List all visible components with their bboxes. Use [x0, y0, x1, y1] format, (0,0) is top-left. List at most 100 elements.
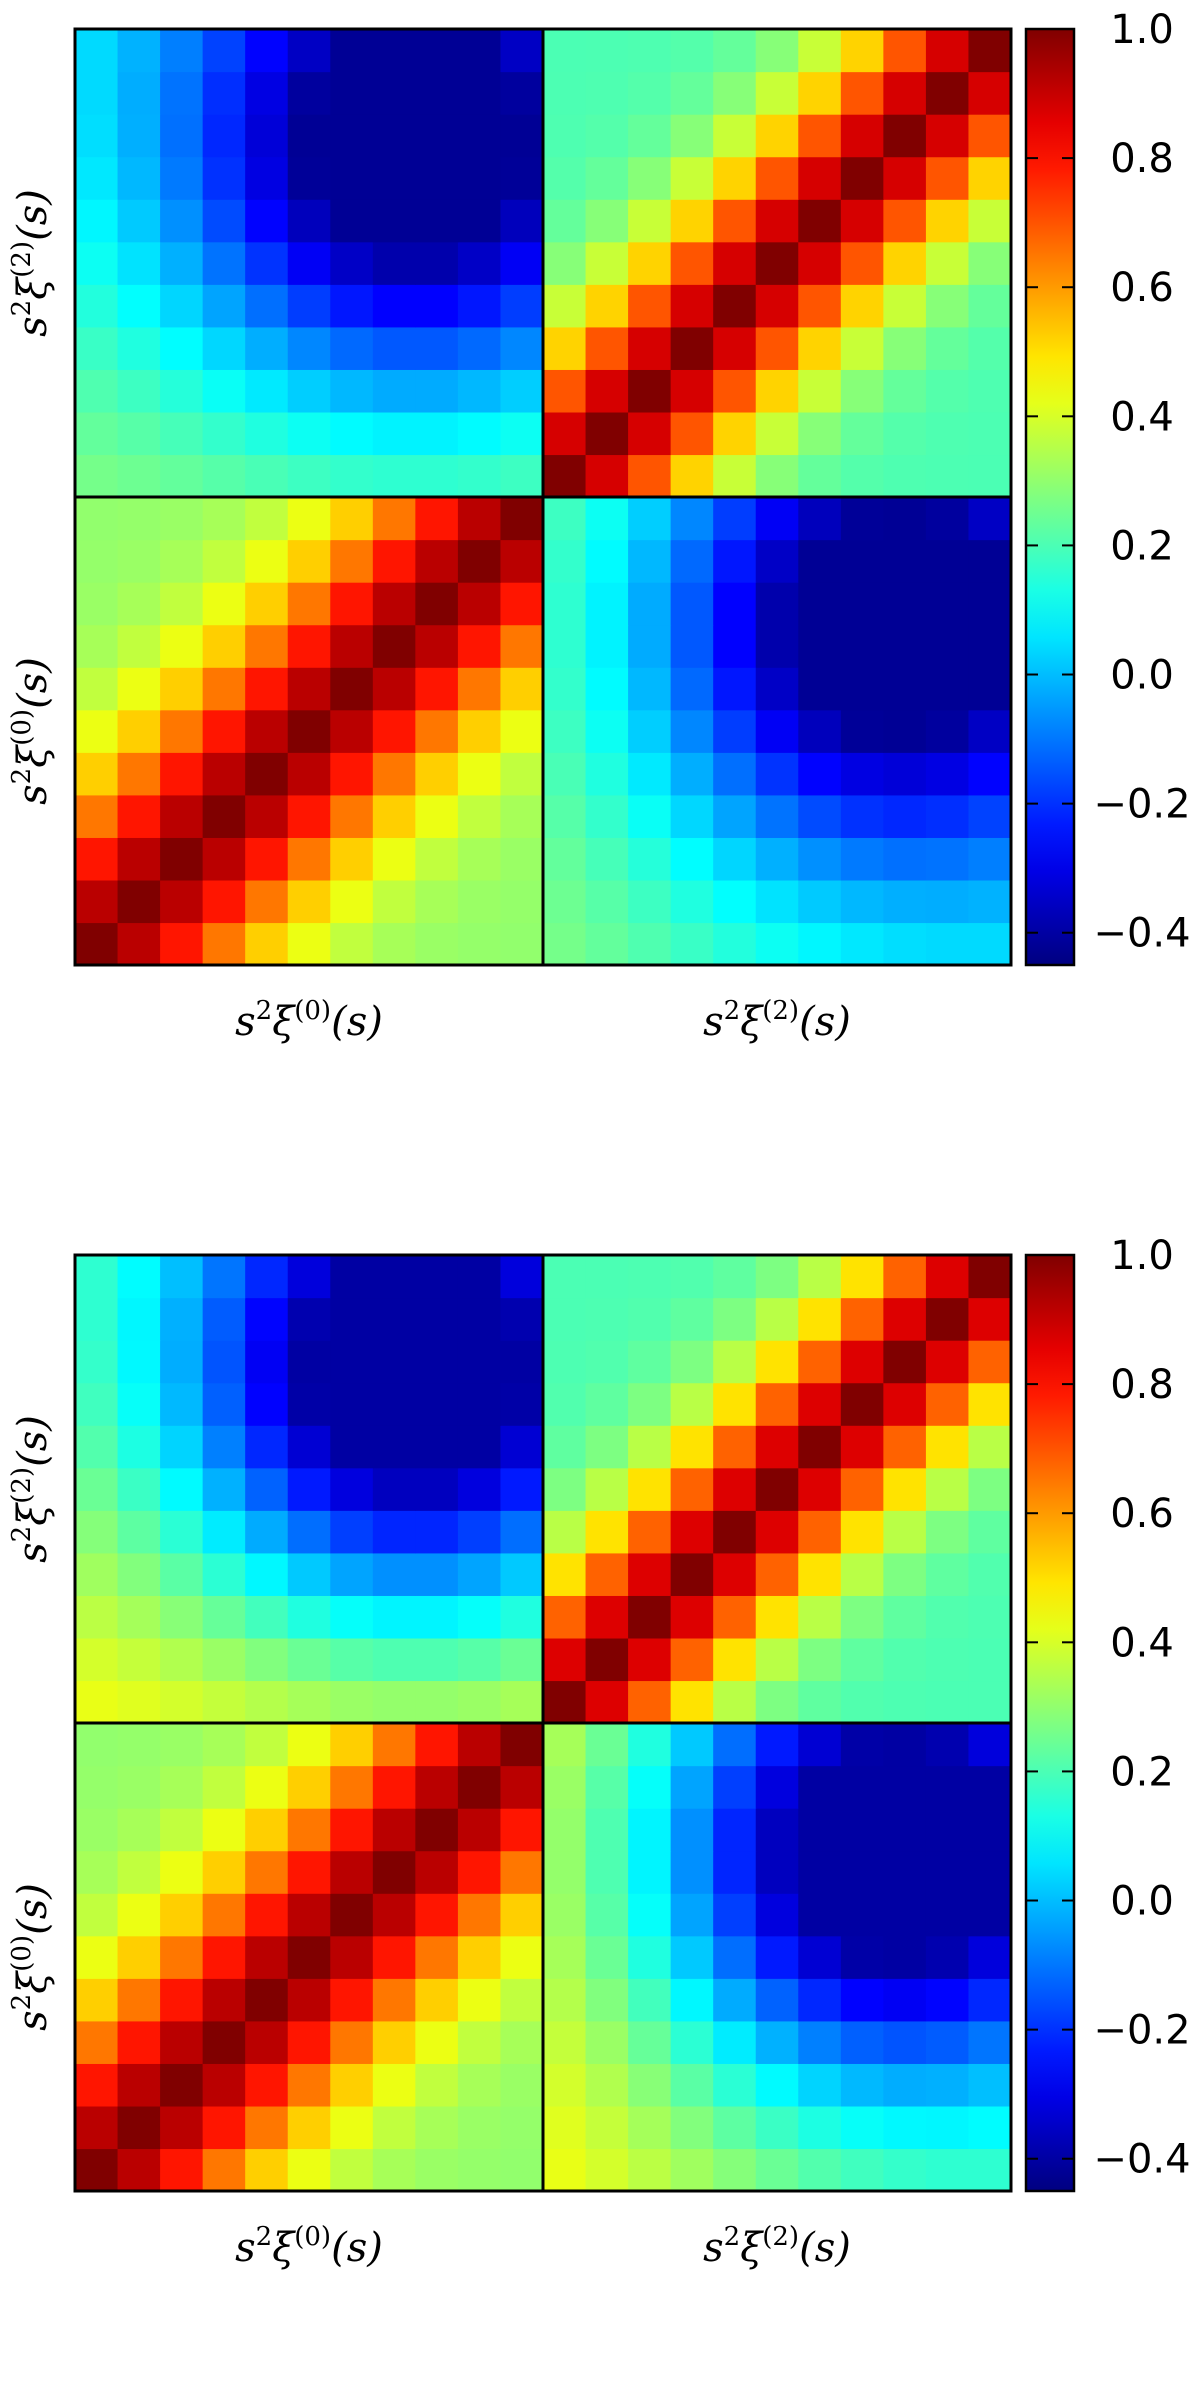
heatmap-cell: [755, 241, 799, 285]
heatmap-cell: [117, 1680, 161, 1724]
heatmap-cell: [372, 1255, 416, 1299]
heatmap-cell: [925, 1850, 970, 1894]
heatmap-cell: [202, 411, 246, 456]
heatmap-cell: [925, 794, 970, 838]
heatmap-cell: [75, 2148, 119, 2192]
heatmap-cell: [287, 1425, 331, 1469]
heatmap-cell: [713, 752, 757, 796]
heatmap-cell: [798, 1978, 842, 2022]
heatmap-cell: [330, 1765, 374, 1809]
heatmap-cell: [968, 539, 1012, 583]
heatmap-cell: [670, 1808, 714, 1852]
heatmap-cell: [245, 1978, 289, 2022]
heatmap-cell: [585, 1297, 629, 1341]
heatmap-cell: [925, 667, 970, 711]
heatmap-cell: [160, 1680, 204, 1724]
heatmap-cell: [883, 1935, 927, 1979]
heatmap-cell: [883, 624, 927, 668]
heatmap-cell: [372, 156, 416, 200]
heatmap-cell: [755, 1893, 799, 1937]
heatmap-cell: [415, 794, 459, 838]
heatmap-cell: [840, 1425, 884, 1469]
heatmap-cell: [287, 539, 331, 583]
heatmap-cell: [500, 1850, 544, 1894]
heatmap-cell: [628, 1808, 672, 1852]
heatmap-cell: [628, 1893, 672, 1937]
heatmap-cell: [713, 667, 757, 711]
heatmap-cell: [883, 1425, 927, 1469]
heatmap-cell: [287, 2063, 331, 2107]
heatmap-cell: [628, 922, 672, 966]
heatmap-cell: [968, 752, 1012, 796]
heatmap-cell: [415, 1255, 459, 1299]
heatmap-cell: [713, 1595, 757, 1639]
heatmap-cell: [372, 114, 416, 158]
heatmap-cell: [330, 2020, 374, 2064]
heatmap-cell: [543, 2148, 587, 2192]
heatmap-cell: [798, 2020, 842, 2064]
heatmap-cell: [372, 922, 416, 966]
heatmap-cell: [755, 922, 799, 966]
heatmap-cell: [755, 1723, 799, 1767]
heatmap-cell: [543, 837, 587, 881]
heatmap-cell: [543, 539, 587, 583]
heatmap-cell: [883, 284, 927, 328]
heatmap-cell: [372, 1467, 416, 1511]
heatmap-cell: [372, 1850, 416, 1894]
heatmap-cell: [330, 1978, 374, 2022]
heatmap-cell: [500, 284, 544, 328]
heatmap-cell: [500, 752, 544, 796]
heatmap-cell: [713, 539, 757, 583]
heatmap-cell: [840, 411, 884, 456]
heatmap-cell: [457, 326, 502, 370]
heatmap-cell: [925, 156, 970, 200]
heatmap-cell: [287, 1552, 331, 1596]
heatmap-cell: [755, 284, 799, 328]
colorbar: [1024, 1253, 1076, 2193]
heatmap-cell: [585, 582, 629, 626]
heatmap-cell: [628, 667, 672, 711]
heatmap-cell: [628, 709, 672, 753]
heatmap-cell: [117, 1552, 161, 1596]
heatmap-cell: [457, 71, 502, 115]
heatmap-cell: [883, 71, 927, 115]
heatmap-cell: [798, 624, 842, 668]
heatmap-cell: [202, 241, 246, 285]
heatmap-cell: [117, 284, 161, 328]
heatmap-cell: [117, 1808, 161, 1852]
heatmap-cell: [245, 2105, 289, 2150]
heatmap-cell: [628, 71, 672, 115]
heatmap-cell: [202, 1808, 246, 1852]
heatmap-cell: [628, 1978, 672, 2022]
heatmap-cell: [670, 1680, 714, 1724]
heatmap-cell: [457, 837, 502, 881]
heatmap-cell: [925, 582, 970, 626]
heatmap-cell: [245, 1255, 289, 1299]
heatmap-cell: [457, 624, 502, 668]
heatmap-cell: [160, 1893, 204, 1937]
heatmap-cell: [713, 1340, 757, 1384]
heatmap-cell: [883, 1978, 927, 2022]
heatmap-cell: [585, 794, 629, 838]
heatmap-cell: [372, 1723, 416, 1767]
heatmap-cell: [925, 199, 970, 243]
heatmap-cell: [372, 497, 416, 541]
correlation-matrix-panel-1: s2ξ(0)(s) s2ξ(2)(s) s2ξ(2)(s) s2ξ(0)(s) −0.4…: [0, 0, 1200, 1180]
heatmap-cell: [117, 837, 161, 881]
heatmap-cell: [160, 1510, 204, 1554]
heatmap-cell: [415, 837, 459, 881]
heatmap-cell: [415, 667, 459, 711]
heatmap-cell: [457, 1255, 502, 1299]
heatmap-cell: [543, 1850, 587, 1894]
heatmap-cell: [117, 1637, 161, 1682]
heatmap-cell: [925, 1425, 970, 1469]
heatmap-cell: [925, 1893, 970, 1937]
heatmap-cell: [75, 199, 119, 243]
heatmap-cell: [883, 922, 927, 966]
heatmap-cell: [415, 1425, 459, 1469]
heatmap-cell: [925, 241, 970, 285]
heatmap-cell: [202, 837, 246, 881]
y-axis-label-bottom: s2ξ(0)(s): [7, 657, 56, 805]
colorbar-tick-label: 0.0: [1110, 653, 1174, 699]
heatmap-cell: [543, 454, 587, 498]
